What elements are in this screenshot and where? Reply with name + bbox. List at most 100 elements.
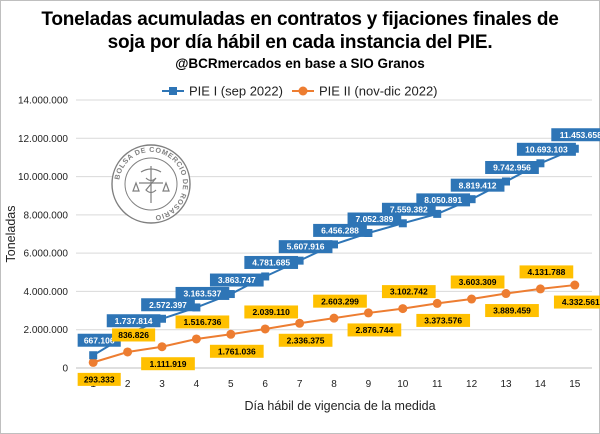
data-label-box [485,304,539,318]
data-label-box [77,333,121,347]
data-label: 1.111.919 [150,359,187,369]
data-label: 10.693.103 [525,144,568,154]
data-label: 8.050.891 [424,195,462,205]
data-label-box [450,275,505,289]
data-point-marker [191,334,201,344]
caduceus-icon [132,166,170,203]
data-label-box [77,372,121,386]
data-label-box [347,323,402,337]
data-point-marker [501,289,511,299]
data-point-marker [226,329,236,339]
data-label-box [112,328,156,342]
x-tick-label: 12 [466,379,478,390]
data-label: 3.163.537 [183,289,221,299]
y-axis-title: Toneladas [4,206,18,263]
data-point-marker [398,219,407,228]
x-tick-label: 10 [397,379,409,390]
data-point-marker [535,284,545,294]
y-tick-label: 12.000.000 [18,134,68,145]
x-tick-label: 13 [500,379,512,390]
data-label: 4.332.561 [562,297,600,307]
data-label-box [519,265,574,279]
data-label-box [278,240,333,254]
y-tick-label: 8.000.000 [24,210,69,221]
data-point-marker [398,304,408,314]
data-point-marker [329,313,339,323]
data-point-marker [467,294,477,304]
x-tick-label: 3 [159,379,165,390]
data-label-box [209,273,264,287]
x-axis-title: Día hábil de vigencia de la medida [244,399,435,413]
data-label: 8.819.412 [459,180,497,190]
data-label: 3.373.576 [424,316,462,326]
axis-titles: Día hábil de vigencia de la medida Tonela… [4,206,436,414]
data-label: 3.102.742 [390,287,428,297]
data-label: 2.336.375 [287,335,325,345]
y-tick-label: 0 [62,364,68,375]
data-point-marker [433,209,442,218]
data-label-box [553,295,600,309]
y-axis-ticks: 0 2.000.000 4.000.000 6.000.000 8.000.000 10.… [18,96,69,375]
y-tick-label: 6.000.000 [24,249,69,260]
data-label-box [278,333,333,347]
data-label: 7.052.389 [355,214,393,224]
data-label-box [106,314,161,328]
data-point-marker [364,228,373,237]
data-label-box [381,285,436,299]
data-label-box [244,255,299,269]
data-label: 4.781.685 [252,258,290,268]
data-point-marker [88,357,98,367]
data-point-marker [295,256,304,265]
legend-pie2-marker [298,86,308,96]
data-label-box [313,223,367,237]
data-point-marker [158,314,166,323]
data-label: 2.603.299 [321,296,359,306]
data-label-box [450,178,505,192]
x-axis-ticks: 123456789101112131415 [90,379,580,390]
data-point-marker [432,298,442,308]
data-label-box [516,142,576,156]
data-label-box [175,315,230,329]
data-point-marker [330,240,338,249]
legend-pie1-marker [169,87,177,95]
y-tick-label: 4.000.000 [24,287,69,298]
data-point-marker [226,290,235,299]
x-tick-label: 15 [569,379,581,390]
chart-title-line2: soja por día hábil en cada instancia del… [107,32,493,53]
data-label-box [141,357,195,371]
data-point-marker [536,159,545,168]
data-point-marker [157,342,167,352]
data-label: 5.607.916 [287,242,325,252]
data-label: 3.889.459 [493,306,531,316]
x-tick-label: 7 [297,379,303,390]
x-tick-label: 5 [228,379,234,390]
data-label-box [416,193,471,207]
chart-title-line1: Toneladas acumuladas en contratos y fija… [41,9,559,30]
data-label: 4.131.788 [527,267,565,277]
data-label: 1.761.036 [218,346,256,356]
data-label-box [175,286,230,300]
data-label-box [485,160,539,174]
data-label-box [209,344,264,358]
x-tick-label: 11 [432,379,443,390]
data-point-marker [502,177,510,186]
data-label-box [551,128,600,142]
data-point-marker [261,272,270,281]
data-point-marker [192,303,201,312]
chart-subtitle: @BCRmercados en base a SIO Granos [175,56,425,71]
data-label: 9.742.956 [493,163,531,173]
data-label: 2.876.744 [355,325,393,335]
seal-inner-ring [124,157,178,211]
data-label: 293.333 [84,374,115,384]
y-tick-label: 10.000.000 [18,172,68,183]
data-label: 3.863.747 [218,275,256,285]
data-label-box [313,294,367,308]
data-point-marker [89,351,98,360]
data-label: 1.737.814 [115,316,153,326]
data-label-box [416,313,471,327]
data-label: 2.039.110 [253,307,291,317]
data-point-marker [363,308,373,318]
